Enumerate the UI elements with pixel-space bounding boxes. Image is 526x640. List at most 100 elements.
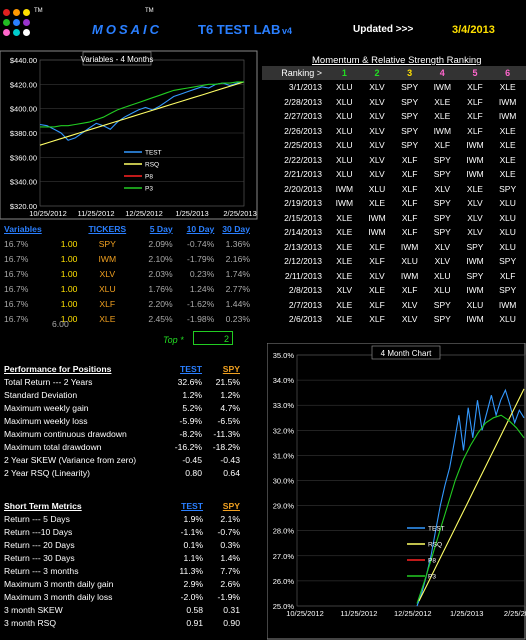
legend-label: P3: [428, 574, 436, 581]
metric-label: 3 month SKEW: [4, 604, 63, 615]
ranking-ticker: XLU: [434, 270, 451, 281]
y-tick-label: 29.0%: [273, 502, 295, 511]
ranking-ticker: XLV: [369, 111, 385, 122]
metric-label: Maximum continuous drawdown: [4, 428, 127, 439]
test-column-header: TEST: [181, 500, 204, 511]
y-tick-label: $360.00: [10, 153, 37, 162]
metric-test-value: -5.9%: [179, 415, 202, 426]
metrics-title: Performance for Positions: [4, 363, 112, 374]
metric-test-value: -0.45: [182, 454, 202, 465]
ranking-ticker: XLE: [336, 241, 353, 252]
ranking-ticker: SPY: [433, 314, 451, 325]
ranking-date: 2/19/2013: [284, 198, 322, 209]
ranking-ticker: XLF: [369, 256, 385, 267]
ranking-ticker: XLU: [368, 183, 386, 194]
ranking-ticker: XLF: [401, 212, 418, 223]
metric-row: 2 Year RSQ (Linearity) 0.80 0.64: [4, 466, 240, 479]
return-30-day: 1.44%: [225, 298, 250, 309]
x-tick-label: 11/25/2012: [78, 209, 115, 218]
ranking-ticker: XLE: [499, 82, 516, 93]
ranking-row: 2/26/2013 XLU XLV SPY IWM XLF XLE: [262, 124, 524, 139]
metric-test-value: -1.1%: [180, 526, 204, 537]
ticker: XLE: [99, 313, 116, 324]
ranking-ticker: IWM: [400, 270, 419, 281]
legend-label: P8: [145, 174, 153, 181]
ranking-ticker: XLV: [369, 140, 385, 151]
variable-row: 16.7% 1.00 XLE 2.45% -1.98% 0.23%: [4, 311, 250, 326]
ranking-ticker: SPY: [433, 299, 451, 310]
return-5-day: 1.76%: [148, 283, 173, 294]
ranking-date: 3/1/2013: [288, 82, 322, 93]
ranking-ticker: IWM: [466, 154, 484, 165]
ranking-date: 2/7/2013: [288, 299, 322, 310]
metric-test-value: 1.9%: [183, 513, 204, 524]
ranking-header-bar: [262, 66, 526, 80]
ranking-ticker: XLU: [336, 154, 353, 165]
ranking-ticker: XLU: [336, 125, 353, 136]
return-5-day: 2.09%: [148, 238, 173, 249]
ranking-date: 2/28/2013: [284, 96, 322, 107]
metric-spy-value: 2.1%: [220, 513, 240, 524]
ranking-ticker: XLV: [401, 299, 418, 310]
ranking-ticker: IWM: [466, 285, 484, 296]
ranking-ticker: XLF: [369, 241, 385, 252]
short-term-table: Short Term Metrics TEST SPY Return --- 5 Da…: [4, 499, 240, 629]
variables-column-header: 5 Day: [149, 223, 173, 234]
variables-column-header: 10 Day: [186, 223, 215, 234]
chart-frame: [0, 50, 258, 220]
rank-column-header: 2: [374, 68, 380, 78]
top-count-input[interactable]: 2: [193, 331, 233, 345]
metric-row: 3 month SKEW 0.58 0.31: [4, 603, 240, 616]
metric-label: 2 Year RSQ (Linearity): [4, 467, 90, 478]
metric-label: Return ---10 Days: [4, 526, 73, 537]
ranking-row: 2/8/2013 XLV XLE XLF XLU IWM SPY: [262, 283, 524, 298]
mosaic-logo-icon: [3, 9, 33, 39]
variables-column-header: Variables: [4, 223, 42, 234]
return-10-day: -1.62%: [187, 298, 215, 309]
y-tick-label: $420.00: [10, 80, 37, 89]
four-month-chart: 25.0% 26.0% 27.0% 28.0% 29.0% 30.0% 31.0% 32.0%…: [267, 343, 526, 640]
metric-row: Return ---10 Days -1.1% -0.7%: [4, 525, 240, 538]
ranking-row: 2/28/2013 XLU XLV SPY XLE XLF IWM: [262, 95, 524, 110]
weight-percent: 16.7%: [4, 313, 29, 324]
series-line-test: [416, 388, 525, 607]
ranking-row: 2/13/2013 XLE XLF IWM XLV SPY XLU: [262, 240, 524, 255]
metric-row: Maximum weekly gain 5.2% 4.7%: [4, 401, 240, 414]
x-tick-label: 1/25/2013: [450, 609, 483, 618]
spy-column-header: SPY: [222, 363, 240, 374]
metric-test-value: 5.2%: [182, 402, 202, 413]
metric-spy-value: 7.7%: [220, 565, 240, 576]
rank-column-header: 4: [439, 68, 445, 78]
legend-label: P3: [145, 186, 153, 193]
return-5-day: 2.03%: [148, 268, 173, 279]
ranking-ticker: IWM: [335, 183, 354, 194]
metric-row: Total Return --- 2 Years 32.6% 21.5%: [4, 375, 240, 388]
y-tick-label: 32.0%: [273, 426, 295, 435]
metric-test-value: -8.2%: [179, 428, 202, 439]
updated-label: Updated >>>: [353, 24, 414, 35]
rank-column-header: 1: [341, 68, 347, 78]
weight-value: 1.00: [60, 298, 78, 309]
metric-test-value: -2.0%: [180, 591, 204, 602]
legend-label: RSQ: [428, 542, 442, 549]
metric-test-value: 11.3%: [179, 565, 204, 576]
variable-row: 16.7% 1.00 IWM 2.10% -1.79% 2.16%: [4, 251, 250, 266]
ranking-ticker: SPY: [433, 169, 451, 180]
ranking-row: 2/14/2013 XLE IWM XLF SPY XLV XLU: [262, 225, 524, 240]
updated-date: 3/4/2013: [452, 24, 495, 36]
ticker: IWM: [98, 253, 117, 264]
y-tick-label: 25.0%: [273, 602, 295, 611]
x-tick-label: 11/25/2012: [340, 609, 377, 618]
logo-dot: [13, 9, 20, 16]
ranking-date: 2/11/2013: [284, 270, 322, 281]
ranking-ticker: XLF: [401, 198, 418, 209]
y-tick-label: 35.0%: [273, 351, 295, 360]
metric-label: Maximum weekly loss: [4, 415, 88, 426]
y-tick-label: 30.0%: [273, 477, 295, 486]
x-tick-label: 1/25/2013: [175, 209, 208, 218]
ranking-ticker: IWM: [466, 169, 484, 180]
variable-row: 16.7% 1.00 XLU 1.76% 1.24% 2.77%: [4, 281, 250, 296]
x-tick-label: 10/25/2012: [29, 209, 67, 218]
metric-spy-value: -0.43: [220, 454, 240, 465]
metric-spy-value: 0.64: [223, 467, 240, 478]
